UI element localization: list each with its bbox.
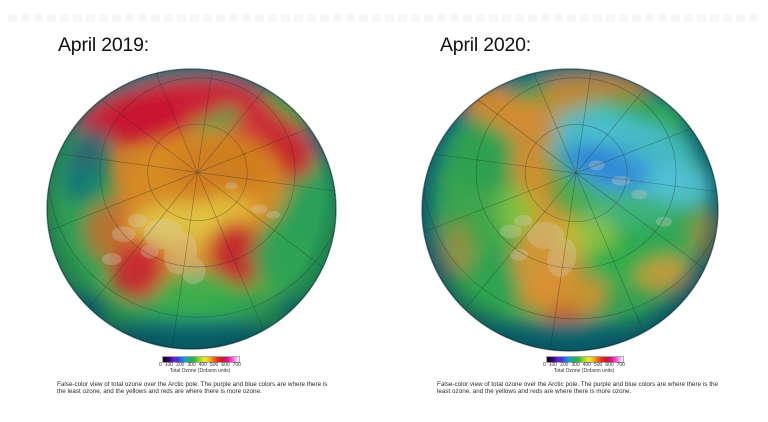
tick-label: 100 [548,362,558,368]
tick-label: 500 [210,362,219,368]
colorbar-unit-label-2020: Total Ozone (Dobson units) [553,368,615,374]
tick-label: 200 [560,362,569,368]
tick-label: 700 [616,362,625,368]
ozone-globe-2019-map [46,68,337,350]
caption-line-1: False-color view of total ozone over the… [437,381,718,388]
globe-2019-svg [46,68,337,350]
caption-line-2: least ozone, and the yellows and reds ar… [437,388,632,396]
tick-label: 0 [159,362,162,368]
panel-title-2019: April 2019: [58,34,150,56]
tick-label: 600 [605,362,614,368]
tick-label: 400 [198,362,208,368]
tick-label: 600 [221,362,230,368]
tick-label: 700 [232,362,241,368]
colorbar-unit-label-2019: Total Ozone (Dobson units) [169,368,231,374]
colorbar-ticks-2020: 0 100 200 300 400 500 600 700 [543,363,625,368]
colorbar-gradient-2019 [162,356,240,363]
tick-label: 500 [594,362,603,368]
caption-line-1: False-color view of total ozone over the… [57,381,328,388]
caption-2019: False-color view of total ozone over the… [57,381,327,395]
tick-label: 100 [164,362,174,368]
tick-label: 200 [176,362,185,368]
caption-line-2: the least ozone, and the yellows and red… [57,388,262,396]
tick-label: 0 [543,362,546,368]
ozone-globe-2020-map [421,68,719,352]
panel-title-2020: April 2020: [440,34,532,56]
tick-label: 300 [571,362,580,368]
decorative-dashed-strip [8,14,760,22]
caption-2020: False-color view of total ozone over the… [437,381,718,395]
tick-label: 400 [582,362,592,368]
globe-2020-svg [421,68,719,352]
colorbar-ticks-2019: 0 100 200 300 400 500 600 700 [159,363,241,368]
tick-label: 300 [187,362,196,368]
colorbar-gradient-2020 [546,356,624,363]
